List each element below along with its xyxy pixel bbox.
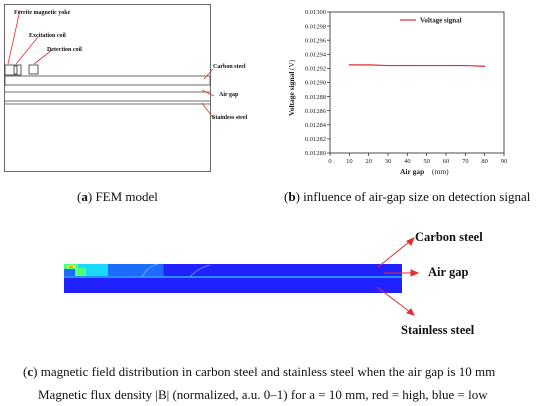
carbon-field-cell: [152, 264, 164, 276]
stainless-steel-field: [64, 278, 402, 293]
carbon-field-cell: [119, 264, 131, 276]
data-point: [426, 64, 428, 67]
series-line: [349, 64, 485, 67]
colormap-note: Magnetic flux density |B| (normalized, a…: [38, 387, 488, 402]
x-tick-label: 30: [385, 158, 392, 165]
legend-label: Voltage signal: [420, 17, 462, 25]
detection-coil-shape: [28, 64, 39, 75]
x-tick-label: 10: [346, 158, 353, 165]
voltage-chart: 0 10 20 30 40 50 60 70 80 90 0.01280 0.01282 0.01284…: [287, 9, 508, 176]
x-tick-label: 60: [443, 158, 450, 165]
x-axis-label: Air gap: [400, 167, 424, 176]
caption-a-letter: a: [81, 189, 88, 204]
y-tick-label: 0.01280: [305, 150, 326, 157]
field-hotspot: [64, 264, 164, 276]
panel-a: Ferrite magnetic yoke Excitation coil De…: [0, 0, 250, 172]
x-axis-unit: (mm): [432, 167, 449, 176]
caption-c-text: magnetic field distribution in carbon st…: [40, 364, 496, 379]
label-ferrite-yoke: Ferrite magnetic yoke: [14, 10, 71, 16]
x-tick-label: 0: [328, 158, 331, 165]
air-gap-strip: [64, 276, 402, 278]
carbon-field-cell: [108, 264, 120, 276]
data-point: [464, 64, 466, 67]
y-tick-label: 0.01288: [305, 94, 326, 101]
carbon-field-cell: [64, 264, 76, 276]
data-point: [445, 64, 447, 67]
label-excitation-coil: Excitation coil: [29, 33, 66, 39]
carbon-steel-layer: [4, 75, 211, 86]
y-tick-label: 0.01298: [305, 23, 326, 30]
hotspot-core: [78, 264, 88, 268]
y-axis-unit: (V): [287, 59, 296, 70]
caption-c-letter: c: [27, 364, 34, 379]
label-c-carbon-steel: Carbon steel: [415, 230, 483, 244]
y-tick-label: 0.01292: [305, 66, 326, 73]
x-tick-label: 50: [423, 158, 430, 165]
caption-c: (c) magnetic field distribution in carbo…: [23, 364, 496, 379]
y-tick-label: 0.01294: [305, 52, 327, 59]
caption-b-text: influence of air-gap size on detection s…: [303, 189, 531, 204]
panel-c: Carbon steel Air gap Stainless steel: [0, 225, 550, 355]
x-tick-label: 40: [404, 158, 411, 165]
caption-a-text: FEM model: [95, 189, 158, 204]
data-point: [387, 64, 389, 67]
label-air-gap: Air gap: [219, 92, 239, 98]
y-tick-label: 0.01286: [305, 108, 327, 115]
caption-b-letter: b: [288, 189, 296, 204]
carbon-field-cell: [97, 264, 109, 276]
data-point: [368, 64, 370, 66]
ferrite-yoke-shape: [4, 64, 22, 76]
carbon-field-cell: [86, 264, 98, 276]
label-carbon-steel: Carbon steel: [213, 64, 246, 70]
panel-b: 0 10 20 30 40 50 60 70 80 90 0.01280 0.01282 0.01284…: [282, 0, 542, 180]
hotspot-core: [69, 266, 73, 268]
caption-b: (b) influence of air-gap size on detecti…: [284, 189, 531, 204]
label-stainless-steel: Stainless steel: [212, 115, 248, 121]
y-tick-label: 0.01290: [305, 80, 326, 87]
x-tick-label: 20: [365, 158, 372, 165]
label-detection-coil: Detection coil: [47, 47, 82, 53]
x-tick-label: 80: [481, 158, 488, 165]
data-point: [348, 64, 350, 66]
field-distribution-plot: [64, 237, 420, 316]
data-point: [484, 65, 486, 67]
y-tick-label: 0.01284: [305, 122, 327, 129]
y-axis-label: Voltage signal: [287, 71, 296, 116]
y-tick-label: 0.01300: [305, 9, 326, 16]
carbon-field-cell: [75, 264, 87, 276]
y-tick-label: 0.01282: [305, 136, 326, 143]
label-c-air-gap: Air gap: [428, 265, 469, 279]
plot-frame: [329, 11, 505, 154]
data-point: [406, 64, 408, 67]
x-tick-label: 70: [462, 158, 469, 165]
caption-a: (a) FEM model: [77, 189, 158, 204]
fem-model-diagram: [4, 4, 215, 172]
y-tick-label: 0.01296: [305, 37, 327, 44]
carbon-field-cell: [130, 264, 142, 276]
label-c-stainless-steel: Stainless steel: [401, 323, 475, 337]
x-tick-label: 90: [501, 158, 508, 165]
excitation-coil-shape: [13, 65, 18, 75]
